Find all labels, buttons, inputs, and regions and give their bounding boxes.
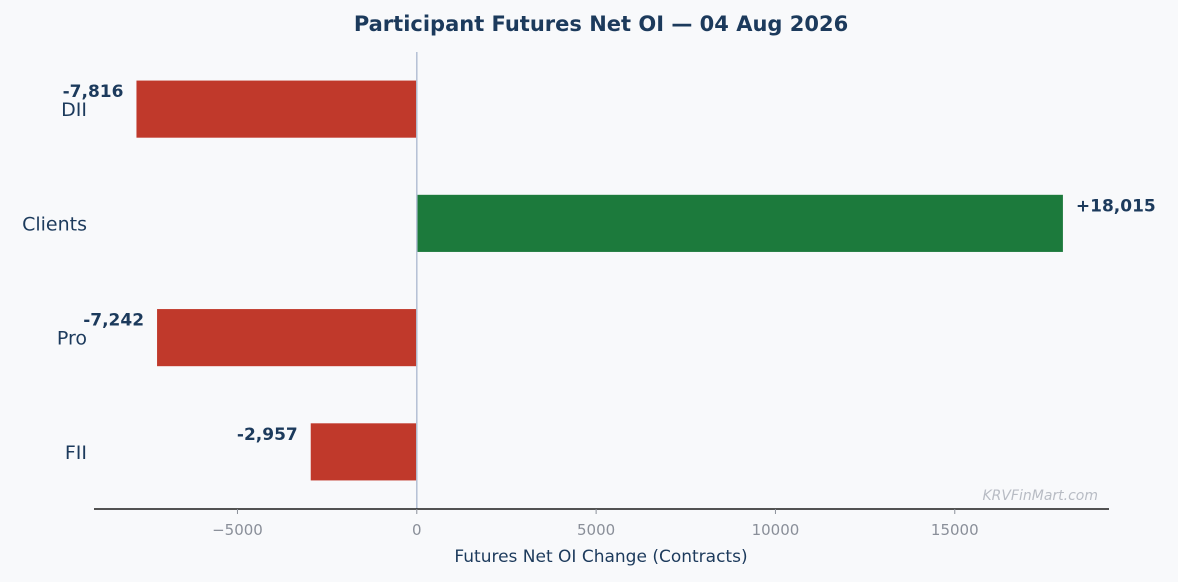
category-labels: DII Clients Pro FII [22,99,87,464]
x-tick-label: 5000 [577,521,615,539]
x-tick-label: 10000 [752,521,800,539]
category-label-clients: Clients [22,213,87,235]
watermark: KRVFinMart.com [982,488,1098,504]
bar-clients [416,194,1063,252]
x-tick-label: −5000 [212,521,263,539]
category-label-fii: FII [65,442,87,464]
bars-group [136,80,1063,481]
x-tick-label: 0 [412,521,422,539]
bar-pro [157,309,417,367]
value-label-fii: -2,957 [237,425,298,445]
value-label-dii: -7,816 [63,82,124,102]
value-label-pro: -7,242 [83,311,144,331]
x-tick-label: 15000 [931,521,979,539]
value-labels: -7,816 +18,015 -7,242 -2,957 [63,82,1156,445]
x-axis-label: Futures Net OI Change (Contracts) [454,547,747,567]
bar-fii [310,423,417,481]
x-ticks: −5000 0 5000 10000 15000 [212,509,979,539]
chart-title: Participant Futures Net OI — 04 Aug 2026 [354,12,848,36]
category-label-pro: Pro [57,328,87,350]
category-label-dii: DII [61,99,87,121]
value-label-clients: +18,015 [1076,196,1156,216]
bar-dii [136,80,417,138]
